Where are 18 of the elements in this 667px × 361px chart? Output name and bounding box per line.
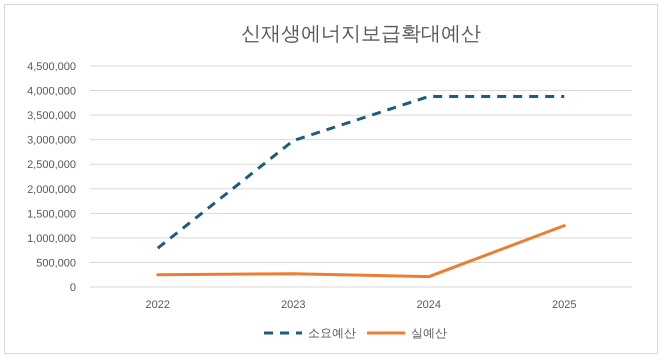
y-tick-label: 1,000,000 [27, 232, 76, 245]
x-tick-label: 2022 [146, 299, 170, 311]
y-tick-label: 500,000 [36, 257, 76, 270]
y-tick-label: 3,500,000 [27, 110, 76, 122]
y-tick-label: 4,000,000 [27, 86, 76, 98]
legend-label: 소요예산 [308, 326, 356, 340]
x-tick-label: 2024 [416, 299, 441, 311]
x-tick-label: 2025 [552, 299, 576, 311]
x-tick-label: 2023 [281, 299, 306, 311]
y-tick-label: 2,000,000 [27, 184, 76, 196]
y-tick-label: 0 [70, 282, 76, 294]
y-tick-label: 4,500,000 [27, 61, 76, 73]
y-tick-label: 2,500,000 [27, 159, 76, 172]
chart-title: 신재생에너지보급확대예산 [241, 23, 481, 45]
legend-label: 실예산 [411, 326, 447, 340]
y-tick-label: 1,500,000 [27, 208, 76, 220]
y-tick-label: 3,000,000 [27, 134, 76, 147]
line-series [156, 224, 566, 278]
